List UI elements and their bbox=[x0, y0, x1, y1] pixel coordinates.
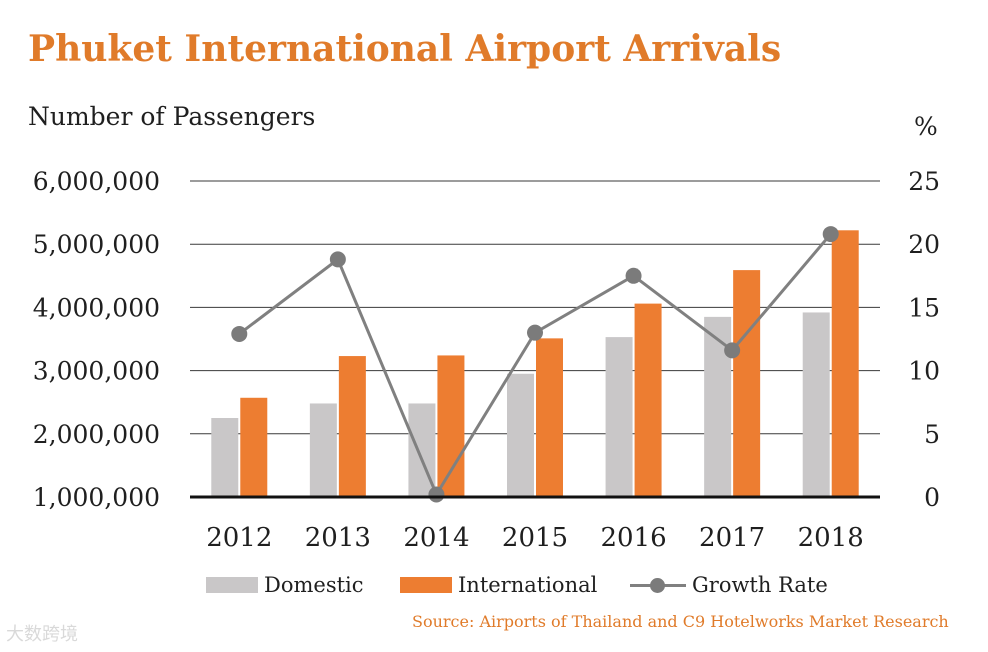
watermark: 大数跨境 bbox=[6, 624, 78, 645]
bar-layer bbox=[211, 230, 859, 497]
bar-international bbox=[831, 230, 859, 497]
y2-tick-label: 10 bbox=[908, 357, 940, 386]
y-tick-label: 1,000,000 bbox=[33, 483, 160, 512]
legend-label-international: International bbox=[458, 573, 598, 597]
grid-layer bbox=[190, 180, 880, 435]
bar-international bbox=[240, 397, 268, 497]
legend-item-domestic: Domestic bbox=[206, 573, 364, 597]
x-tick-label: 2014 bbox=[403, 523, 469, 553]
growth-rate-point bbox=[231, 325, 248, 342]
growth-rate-point bbox=[527, 324, 543, 341]
growth-rate-point bbox=[822, 226, 839, 243]
source-note: Source: Airports of Thailand and C9 Hote… bbox=[412, 612, 949, 631]
y-tick-label: 4,000,000 bbox=[33, 293, 160, 322]
legend-swatch-international bbox=[400, 577, 452, 593]
x-tick-label: 2017 bbox=[699, 523, 765, 553]
y2-tick-label: 5 bbox=[924, 420, 940, 449]
bar-international bbox=[634, 303, 662, 497]
bar-domestic bbox=[507, 373, 534, 497]
x-tick-label: 2013 bbox=[305, 523, 371, 553]
x-tick-label: 2015 bbox=[502, 523, 568, 553]
bar-domestic bbox=[605, 337, 633, 497]
x-tick-label: 2012 bbox=[206, 523, 272, 553]
bar-domestic bbox=[211, 418, 239, 497]
bar-domestic bbox=[802, 312, 830, 497]
y2-tick-label: 0 bbox=[924, 483, 940, 512]
chart-title: Phuket International Airport Arrivals bbox=[28, 28, 782, 70]
line-layer bbox=[231, 226, 839, 503]
legend-swatch-domestic bbox=[206, 577, 258, 593]
y-axis-label-left: Number of Passengers bbox=[28, 102, 316, 131]
bar-international bbox=[733, 270, 761, 497]
x-tick-label: 2016 bbox=[600, 523, 666, 553]
y-tick-label: 5,000,000 bbox=[33, 230, 160, 259]
y2-tick-label: 25 bbox=[908, 167, 940, 196]
y2-tick-label: 15 bbox=[908, 293, 940, 322]
y2-tick-label: 20 bbox=[908, 230, 940, 259]
y-tick-label: 2,000,000 bbox=[33, 420, 160, 449]
legend-swatch-growth-rate bbox=[630, 577, 686, 593]
y-tick-label: 6,000,000 bbox=[33, 167, 160, 196]
growth-rate-point bbox=[625, 267, 642, 284]
axis-layer: 1,000,000 0 2,000,000 5 3,000,000 10 4,000,000… bbox=[33, 167, 940, 553]
growth-rate-point bbox=[724, 342, 741, 359]
legend-item-growth-rate: Growth Rate bbox=[630, 573, 828, 597]
bar-international bbox=[338, 356, 366, 497]
legend-label-domestic: Domestic bbox=[264, 573, 364, 597]
growth-rate-point bbox=[428, 486, 445, 503]
growth-rate-point bbox=[329, 251, 346, 268]
y-tick-label: 3,000,000 bbox=[33, 357, 160, 386]
bar-international bbox=[437, 355, 465, 497]
bar-domestic bbox=[309, 403, 337, 497]
y-axis-label-right: % bbox=[914, 112, 938, 141]
legend-item-international: International bbox=[400, 573, 597, 597]
bar-domestic bbox=[704, 316, 732, 497]
legend-label-growth-rate: Growth Rate bbox=[692, 573, 828, 597]
x-tick-label: 2018 bbox=[798, 523, 864, 553]
bar-international bbox=[536, 338, 563, 497]
